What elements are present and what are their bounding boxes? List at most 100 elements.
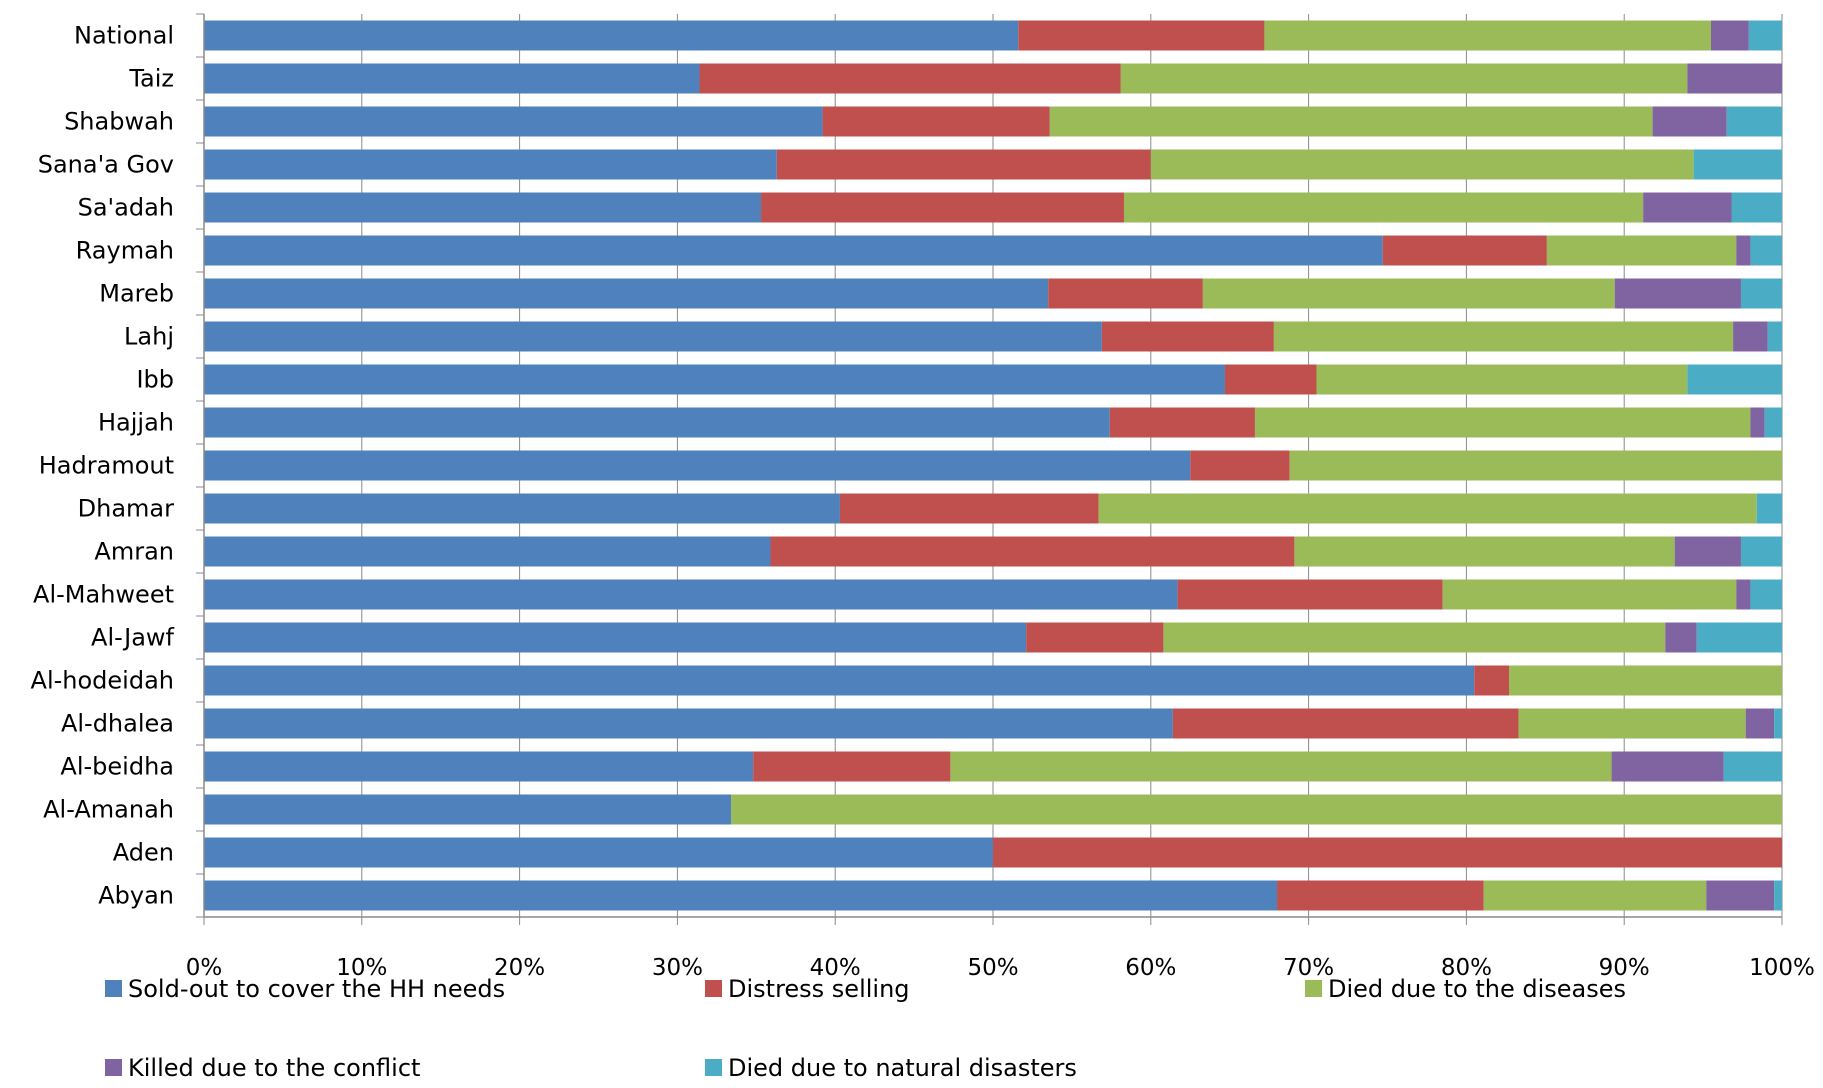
legend-swatch bbox=[105, 980, 122, 997]
bar-segment bbox=[204, 536, 771, 567]
bar-segment bbox=[204, 407, 1110, 438]
x-tick-label: 10% bbox=[336, 955, 387, 981]
bar-segment bbox=[1483, 880, 1707, 911]
bar-segment bbox=[1740, 536, 1782, 567]
x-tick-label: 100% bbox=[1749, 955, 1815, 981]
bar-segment bbox=[1750, 407, 1765, 438]
bar-segment bbox=[753, 751, 951, 782]
bar-segment bbox=[731, 794, 1782, 825]
bar-segment bbox=[1277, 880, 1484, 911]
bar-segment bbox=[204, 450, 1191, 481]
bar-segment bbox=[1049, 106, 1653, 137]
bar-segment bbox=[1723, 751, 1782, 782]
bar-segment bbox=[776, 149, 1151, 180]
bar-segment bbox=[1316, 364, 1688, 395]
legend-label: Died due to the diseases bbox=[1328, 975, 1626, 1003]
x-tick-label: 60% bbox=[1125, 955, 1176, 981]
bar-segment bbox=[1696, 622, 1782, 653]
category-label: Raymah bbox=[76, 237, 174, 265]
bar-segment bbox=[1614, 278, 1741, 309]
bar-segment bbox=[204, 751, 754, 782]
bar-segment bbox=[1509, 665, 1782, 696]
bar-segment bbox=[1546, 235, 1737, 266]
bar-segment bbox=[1048, 278, 1203, 309]
bar-segment bbox=[1518, 708, 1746, 739]
bar-segment bbox=[1693, 149, 1782, 180]
bar-segment bbox=[204, 106, 823, 137]
category-label: Abyan bbox=[98, 882, 174, 910]
bar-segment bbox=[950, 751, 1612, 782]
legend-swatch bbox=[105, 1059, 122, 1076]
x-tick-labels: 0% 10% 20% 30% 40% 50% 60% 70% 80% 90% 100% bbox=[186, 955, 1815, 981]
legend-swatch bbox=[1305, 980, 1322, 997]
bar-segment bbox=[1774, 880, 1782, 911]
bar-segment bbox=[1733, 321, 1768, 352]
legend-label: Distress selling bbox=[728, 975, 910, 1003]
category-label: Aden bbox=[113, 839, 174, 867]
bar-segment bbox=[204, 149, 777, 180]
x-tick-label: 20% bbox=[494, 955, 545, 981]
bar-segment bbox=[204, 708, 1173, 739]
bar-segment bbox=[1750, 579, 1782, 610]
category-label: Shabwah bbox=[64, 108, 174, 136]
bar-segment bbox=[204, 235, 1383, 266]
category-label: Hajjah bbox=[98, 409, 174, 437]
bar-segment bbox=[1767, 321, 1782, 352]
category-label: Sa'adah bbox=[78, 194, 174, 222]
bar-segment bbox=[1474, 665, 1510, 696]
bar-segment bbox=[1123, 192, 1644, 223]
bar-segment bbox=[1172, 708, 1519, 739]
bar-segment bbox=[1264, 20, 1711, 51]
axes bbox=[203, 14, 1782, 918]
bar-segment bbox=[204, 579, 1178, 610]
bar-segment bbox=[1382, 235, 1547, 266]
category-labels: National Taiz Shabwah Sana'a Gov Sa'adah Raym… bbox=[31, 22, 175, 910]
bar-segment bbox=[204, 192, 762, 223]
bar-segment bbox=[1736, 579, 1751, 610]
legend-label: Sold-out to cover the HH needs bbox=[128, 975, 505, 1003]
category-label: Amran bbox=[94, 538, 174, 566]
bar-segment bbox=[1202, 278, 1615, 309]
bar-segment bbox=[1442, 579, 1737, 610]
bar-segment bbox=[1611, 751, 1724, 782]
category-label: Lahj bbox=[124, 323, 174, 351]
bar-segment bbox=[1150, 149, 1694, 180]
category-label: Al-beidha bbox=[60, 753, 174, 781]
bar-segment bbox=[770, 536, 1295, 567]
bar-segment bbox=[1665, 622, 1697, 653]
bar-segment bbox=[1731, 192, 1782, 223]
category-label: Al-dhalea bbox=[61, 710, 174, 738]
x-tick-label: 80% bbox=[1441, 955, 1492, 981]
bar-segment bbox=[1674, 536, 1741, 567]
category-label: Al-Mahweet bbox=[33, 581, 174, 609]
bar-segment bbox=[1745, 708, 1775, 739]
x-tick-label: 0% bbox=[186, 955, 223, 981]
bar-segment bbox=[1736, 235, 1751, 266]
legend-label: Died due to natural disasters bbox=[728, 1054, 1077, 1082]
x-tick-label: 90% bbox=[1599, 955, 1650, 981]
bars bbox=[204, 20, 1782, 911]
bar-segment bbox=[1652, 106, 1727, 137]
bar-segment bbox=[1101, 321, 1274, 352]
bar-segment bbox=[1254, 407, 1751, 438]
category-label: Al-hodeidah bbox=[31, 667, 174, 695]
bar-segment bbox=[1706, 880, 1775, 911]
bar-segment bbox=[1748, 20, 1782, 51]
x-tick-label: 50% bbox=[967, 955, 1018, 981]
bar-segment bbox=[1224, 364, 1317, 395]
bar-segment bbox=[1120, 63, 1688, 94]
bar-segment bbox=[204, 321, 1102, 352]
category-label: Ibb bbox=[136, 366, 174, 394]
bar-segment bbox=[1098, 493, 1757, 524]
legend-swatch bbox=[705, 980, 722, 997]
x-tick-label: 30% bbox=[652, 955, 703, 981]
x-tick-label: 40% bbox=[810, 955, 861, 981]
bar-segment bbox=[993, 837, 1782, 868]
x-tick-label: 70% bbox=[1283, 955, 1334, 981]
bar-segment bbox=[204, 278, 1049, 309]
legend: Sold-out to cover the HH needs Distress s… bbox=[105, 975, 1626, 1082]
bar-segment bbox=[822, 106, 1050, 137]
category-label: Hadramout bbox=[39, 452, 174, 480]
bar-segment bbox=[1687, 63, 1782, 94]
legend-label: Killed due to the conflict bbox=[128, 1054, 420, 1082]
